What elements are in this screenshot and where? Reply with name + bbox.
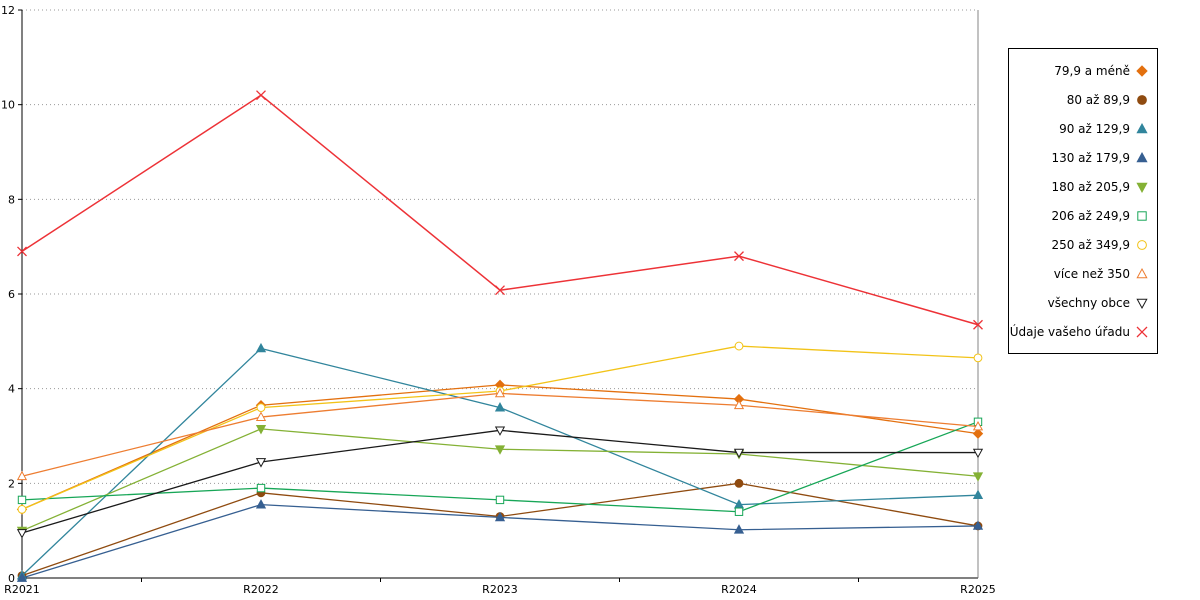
legend-item: 250 až 349,9	[1013, 230, 1149, 259]
legend-marker-icon	[1136, 326, 1148, 337]
data-point-marker	[17, 246, 27, 257]
y-axis-label: 12	[1, 4, 15, 17]
legend-item: všechny obce	[1013, 288, 1149, 317]
legend-marker-icon	[1136, 298, 1148, 309]
legend-item: 79,9 a méně	[1013, 56, 1149, 85]
legend-label: 80 až 89,9	[1066, 92, 1130, 107]
data-point-marker	[16, 470, 28, 481]
data-point-marker	[17, 495, 27, 505]
legend-marker-icon	[1136, 122, 1148, 133]
data-point-marker	[972, 420, 984, 431]
data-point-marker	[255, 458, 267, 468]
legend-marker-icon	[1136, 182, 1148, 193]
legend-label: 250 až 349,9	[1051, 237, 1130, 252]
data-point-marker	[973, 319, 983, 330]
legend-item: 80 až 89,9	[1013, 85, 1149, 114]
data-point-marker	[734, 251, 744, 262]
legend-marker-icon	[1136, 151, 1148, 162]
data-point-marker	[256, 90, 266, 101]
data-point-marker	[972, 472, 984, 482]
data-point-marker	[733, 399, 745, 410]
legend-label: více než 350	[1053, 266, 1130, 281]
data-point-marker	[255, 411, 267, 421]
legend-marker-icon	[1136, 267, 1148, 278]
data-point-marker	[1136, 122, 1148, 133]
data-point-marker	[495, 285, 505, 296]
data-point-marker	[972, 520, 984, 530]
legend-label: 79,9 a méně	[1054, 63, 1130, 78]
data-point-marker	[1137, 94, 1147, 105]
legend-marker-icon	[1136, 64, 1148, 77]
data-point-marker	[255, 499, 267, 509]
x-axis-label: R2024	[721, 583, 757, 596]
legend-marker-icon	[1137, 94, 1147, 105]
data-point-marker	[495, 495, 505, 505]
y-axis-label: 6	[8, 288, 15, 301]
data-point-marker	[494, 445, 506, 455]
data-point-marker	[972, 428, 984, 439]
data-point-marker	[17, 504, 27, 514]
data-point-marker	[494, 402, 506, 412]
data-point-marker	[733, 448, 745, 459]
data-point-marker	[1137, 239, 1147, 250]
legend-item: 206 až 249,9	[1013, 201, 1149, 230]
legend-item: více než 350	[1013, 259, 1149, 288]
data-point-marker	[734, 507, 744, 516]
legend-label: 90 až 129,9	[1059, 121, 1130, 136]
data-point-marker	[16, 529, 28, 539]
x-axis-label: R2022	[243, 583, 279, 596]
legend-label: 206 až 249,9	[1051, 208, 1130, 223]
data-point-marker	[734, 341, 744, 351]
legend-label: 130 až 179,9	[1051, 150, 1130, 165]
y-axis-label: 8	[8, 193, 15, 206]
y-axis-label: 4	[8, 383, 15, 396]
data-point-marker	[256, 403, 266, 413]
data-point-marker	[255, 342, 267, 353]
y-axis-label: 10	[1, 99, 15, 112]
legend-item: 180 až 205,9	[1013, 172, 1149, 201]
legend-item: 90 až 129,9	[1013, 114, 1149, 143]
legend-marker-icon	[1137, 210, 1147, 221]
legend-item: 130 až 179,9	[1013, 143, 1149, 172]
chart-legend: 79,9 a méně 80 až 89,9 90 až 129,9 130 až 1…	[1008, 48, 1158, 354]
data-point-marker	[972, 489, 984, 500]
x-axis-label: R2023	[482, 583, 518, 596]
legend-label: Údaje vašeho úřadu	[1009, 324, 1130, 339]
data-point-marker	[1137, 210, 1147, 221]
x-axis-label: R2025	[960, 583, 996, 596]
data-point-marker	[973, 353, 983, 363]
x-axis-label: R2021	[4, 583, 40, 596]
data-point-marker	[1136, 151, 1148, 162]
data-point-marker	[1136, 298, 1148, 309]
data-point-marker	[16, 572, 28, 582]
data-point-marker	[494, 426, 506, 436]
data-point-marker	[494, 387, 506, 398]
legend-label: 180 až 205,9	[1051, 179, 1130, 194]
y-axis-label: 0	[8, 572, 15, 585]
data-point-marker	[733, 524, 745, 534]
data-point-marker	[1136, 267, 1148, 278]
legend-marker-icon	[1137, 239, 1147, 250]
data-point-marker	[1136, 182, 1148, 193]
y-axis-label: 2	[8, 477, 15, 490]
data-point-marker	[494, 511, 506, 522]
legend-label: všechny obce	[1047, 295, 1130, 310]
data-point-marker	[972, 448, 984, 459]
data-point-marker	[1136, 64, 1148, 77]
data-point-marker	[256, 483, 266, 493]
data-point-marker	[1136, 326, 1148, 337]
data-point-marker	[255, 425, 267, 435]
legend-item: Údaje vašeho úřadu	[1009, 317, 1149, 346]
data-point-marker	[734, 478, 744, 488]
